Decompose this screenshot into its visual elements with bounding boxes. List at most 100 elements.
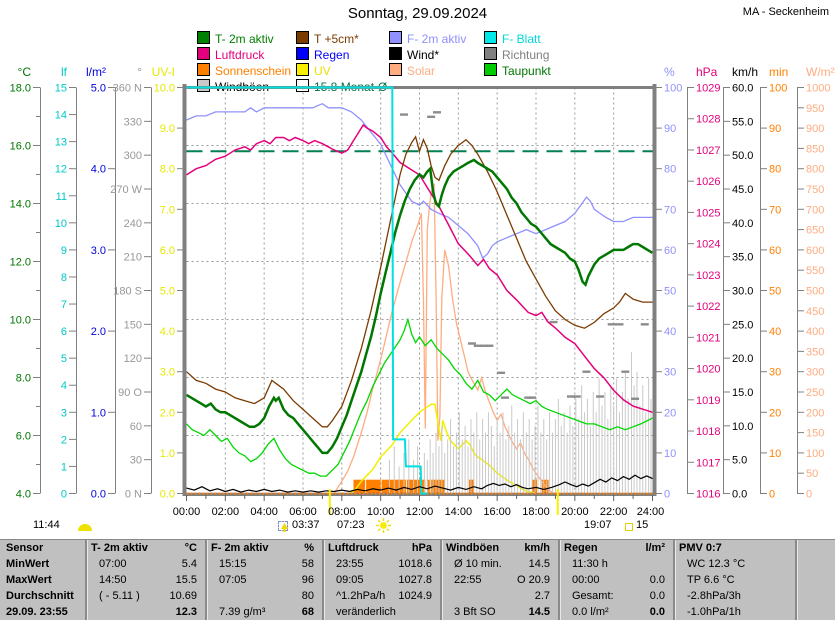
tick-label: 15.0	[732, 387, 753, 399]
table-row: 22:55 O 20.9	[440, 572, 558, 588]
tick-label: 9	[61, 245, 67, 257]
tick-label: 400	[806, 326, 824, 338]
table-row: 12.3	[85, 604, 205, 620]
footer-column: Luftdruck hPa 23:55 1018.6 09:05 1027.8 ^1.2hP…	[322, 540, 440, 620]
footer-cell-label: 0.0 l/m²	[572, 606, 609, 618]
axis-header: l/m²	[86, 65, 106, 79]
tick-label: 11	[56, 191, 67, 203]
tick-label: 3.0	[91, 245, 106, 257]
tick-label: 20	[664, 407, 676, 419]
table-row: 3 Bft SO 14.5	[440, 604, 558, 620]
table-row: Windböen km/h	[440, 540, 558, 556]
time-tick-label: 18:00	[522, 506, 550, 518]
legend-swatch	[484, 47, 497, 60]
series-Sonnenschein	[541, 479, 549, 494]
axis-header: lf	[61, 65, 68, 79]
page-title: Sonntag, 29.09.2024	[347, 5, 488, 22]
footer-cell-label: Sensor	[6, 542, 44, 554]
footer-cell-value: O 20.9	[516, 574, 550, 586]
axis-header: W/m²	[806, 65, 835, 79]
series-Richtung	[621, 370, 630, 373]
footer-cell-value: °C	[184, 542, 197, 554]
tick-label: 4.0	[16, 489, 31, 501]
tick-label: 20	[769, 407, 781, 419]
footer-cell-value: 1027.8	[398, 574, 432, 586]
sunshine-duration: 11:44	[33, 519, 60, 531]
footer-cell-label: Windböen	[446, 542, 500, 554]
table-column-divider	[673, 540, 676, 620]
footer-cell-value: 58	[301, 558, 314, 570]
tick-label: 25.0	[732, 319, 753, 331]
time-tick-label: 24:00	[637, 506, 665, 518]
tick-label: 12.0	[10, 257, 31, 269]
legend-label: F- 2m aktiv	[407, 32, 467, 46]
footer-cell-value: 0.0	[649, 590, 665, 602]
table-row: 2.7	[440, 588, 558, 604]
legend-swatch	[484, 63, 497, 76]
footer-cell-value: 80	[301, 590, 314, 602]
tick-label: 120	[124, 353, 142, 365]
tick-label: 60	[769, 245, 781, 257]
tick-label: 1026	[696, 176, 720, 188]
footer-cell-label: Durchschnitt	[6, 590, 74, 602]
moon-phase-icon	[625, 523, 633, 531]
legend-swatch	[197, 47, 210, 60]
legend-swatch	[296, 31, 309, 44]
weather-chart[interactable]: 4.06.08.010.012.014.016.018.0°C012345678…	[0, 0, 835, 537]
table-row: -1.0hPa/1h	[673, 604, 795, 620]
tick-label: 650	[806, 225, 824, 237]
tick-label: 50	[806, 468, 818, 480]
legend-label: Sonnenschein	[215, 64, 292, 78]
footer-cell-value: 0.0	[649, 606, 665, 618]
series-Richtung	[485, 344, 494, 347]
tick-label: 18.0	[10, 83, 31, 95]
tick-label: 150	[124, 319, 142, 331]
tick-label: 10	[664, 448, 676, 460]
tick-label: 5.0	[160, 286, 175, 298]
footer-cell-label: -2.8hPa/3h	[687, 590, 741, 602]
series-Richtung	[497, 371, 506, 375]
tick-label: 240	[124, 218, 142, 230]
time-tick-label: 16:00	[483, 506, 511, 518]
series-Richtung	[467, 342, 476, 345]
legend-item: Sonnenschein	[197, 63, 292, 78]
tick-label: 0	[769, 489, 775, 501]
series-Richtung	[615, 323, 624, 326]
tick-label: 60	[130, 421, 142, 433]
legend-label: T- 2m aktiv	[215, 32, 274, 46]
tick-label: 10.0	[154, 83, 175, 95]
table-row: Regen l/m²	[558, 540, 673, 556]
table-row: 23:55 1018.6	[322, 556, 440, 572]
tick-label: 80	[769, 164, 781, 176]
tick-label: 10.0	[10, 315, 31, 327]
tick-label: 200	[806, 407, 824, 419]
footer-cell-value: 15.5	[175, 574, 197, 586]
footer-cell-label: F- 2m aktiv	[211, 542, 269, 554]
footer-cell-label: Luftdruck	[328, 542, 379, 554]
footer-column: T- 2m aktiv °C 07:00 5.4 14:50 15.5 ( - 5.11 )…	[85, 540, 205, 620]
legend-label: F- Blatt	[502, 32, 541, 46]
tick-label: 180 S	[113, 286, 142, 298]
footer-cell-value: km/h	[524, 542, 550, 554]
tick-label: 40	[769, 326, 781, 338]
axis-header: hPa	[696, 65, 718, 79]
series-Richtung	[566, 395, 575, 398]
tick-label: 50	[769, 286, 781, 298]
time-tick-label: 20:00	[561, 506, 589, 518]
series-Richtung	[596, 395, 605, 398]
tick-label: 4	[61, 380, 67, 392]
tick-label: 5	[61, 353, 67, 365]
legend-swatch	[197, 63, 210, 76]
axis-header: °C	[18, 65, 32, 79]
series-Richtung	[572, 395, 581, 398]
footer-cell-value: 68	[301, 606, 314, 618]
tick-label: 8.0	[160, 164, 175, 176]
tick-label: 14.0	[10, 199, 31, 211]
table-row: ( - 5.11 ) 10.69	[85, 588, 205, 604]
tick-label: 6.0	[160, 245, 175, 257]
series-Wind	[186, 474, 653, 493]
footer-cell-label: ( - 5.11 )	[99, 590, 140, 602]
sun-icon	[376, 518, 391, 533]
tick-label: 90	[664, 123, 676, 135]
